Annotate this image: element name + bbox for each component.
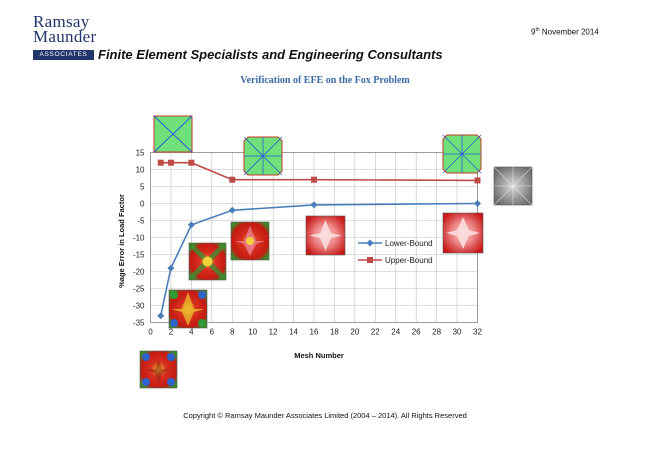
x-axis-title: Mesh Number — [294, 351, 344, 360]
x-tick-label: 22 — [371, 328, 380, 337]
legend-item-lower-bound: Lower-Bound — [358, 239, 433, 248]
point-lower-bound — [474, 200, 481, 207]
contour-plot-thumbnails — [139, 115, 533, 389]
logo-band: ASSOCIATES — [33, 50, 94, 60]
series-line-upper-bound — [160, 161, 478, 182]
x-tick-label: 2 — [169, 328, 174, 337]
point-upper-bound — [188, 159, 195, 166]
date-day: 9 — [531, 27, 536, 37]
x-tick-label: 32 — [473, 328, 482, 337]
point-upper-bound — [229, 176, 236, 183]
x-tick-label: 30 — [453, 328, 462, 337]
copyright-notice: Copyright © Ramsay Maunder Associates Li… — [183, 411, 467, 420]
mesh-image-5 — [305, 215, 346, 256]
y-tick-label: 0 — [140, 200, 145, 209]
x-tick-label: 10 — [248, 328, 257, 337]
upper-bound-image-3 — [442, 134, 482, 174]
company-tagline: Finite Element Specialists and Engineeri… — [98, 47, 443, 62]
legend-label-upper-bound: Upper-Bound — [385, 256, 433, 265]
x-tick-label: 26 — [412, 328, 421, 337]
chart-title: Verification of EFE on the Fox Problem — [240, 75, 410, 86]
mesh-image-2 — [168, 289, 208, 329]
logo-word-ramsay: Ramsay — [33, 12, 90, 31]
mesh-image-4 — [230, 221, 270, 261]
logo-word-maunder: Maunder — [33, 27, 97, 46]
legend-item-upper-bound: Upper-Bound — [358, 256, 433, 265]
x-tick-label: 28 — [432, 328, 441, 337]
mesh-image-1 — [139, 350, 178, 389]
y-tick-label: -25 — [133, 285, 145, 294]
y-axis-title: %age Error in Load Factor — [117, 194, 126, 288]
point-lower-bound — [167, 264, 175, 272]
x-tick-label: 8 — [230, 328, 235, 337]
company-logo: Ramsay Maunder — [33, 12, 97, 46]
point-lower-bound — [157, 312, 165, 320]
x-tick-label: 16 — [310, 328, 319, 337]
x-tick-label: 18 — [330, 328, 339, 337]
point-upper-bound — [474, 177, 481, 184]
x-tick-label: 0 — [148, 328, 153, 337]
y-tick-label: -20 — [133, 268, 145, 277]
x-tick-label: 24 — [391, 328, 400, 337]
mesh-image-3 — [188, 242, 227, 281]
y-tick-label: 10 — [136, 166, 145, 175]
upper-bound-image-1 — [153, 115, 193, 153]
series-markers — [157, 159, 481, 320]
y-tick-label: -5 — [137, 217, 145, 226]
y-tick-label: -15 — [133, 251, 145, 260]
point-upper-bound — [311, 176, 317, 183]
point-lower-bound — [228, 206, 236, 214]
mesh-image-6 — [442, 212, 484, 254]
x-tick-label: 14 — [289, 328, 298, 337]
series-line-lower-bound — [159, 202, 478, 316]
date-rest: November 2014 — [539, 27, 599, 37]
document-date: 9th November 2014 — [531, 27, 599, 37]
upper-bound-image-4 — [493, 166, 533, 206]
point-lower-bound — [310, 201, 318, 209]
y-axis-ticks: 15 10 5 0 -5 -10 -15 -20 -25 -30 -35 — [133, 149, 145, 328]
y-tick-label: 5 — [140, 183, 145, 192]
x-tick-label: 4 — [189, 328, 194, 337]
point-upper-bound — [157, 159, 164, 166]
date-suffix: th — [535, 27, 540, 33]
x-tick-label: 6 — [210, 328, 215, 337]
chart-legend: Lower-Bound Upper-Bound — [358, 239, 433, 265]
legend-label-lower-bound: Lower-Bound — [385, 239, 433, 248]
point-lower-bound — [187, 221, 195, 229]
upper-bound-image-2 — [243, 136, 283, 176]
y-tick-label: 15 — [136, 149, 145, 158]
x-tick-label: 20 — [350, 328, 359, 337]
y-tick-label: -35 — [133, 319, 145, 328]
y-tick-label: -30 — [133, 302, 145, 311]
y-tick-label: -10 — [133, 234, 145, 243]
x-axis-ticks: 0 2 4 6 8 10 12 14 16 18 20 22 24 26 28 30 32 — [148, 328, 482, 337]
point-upper-bound — [167, 159, 174, 166]
x-tick-label: 12 — [269, 328, 278, 337]
